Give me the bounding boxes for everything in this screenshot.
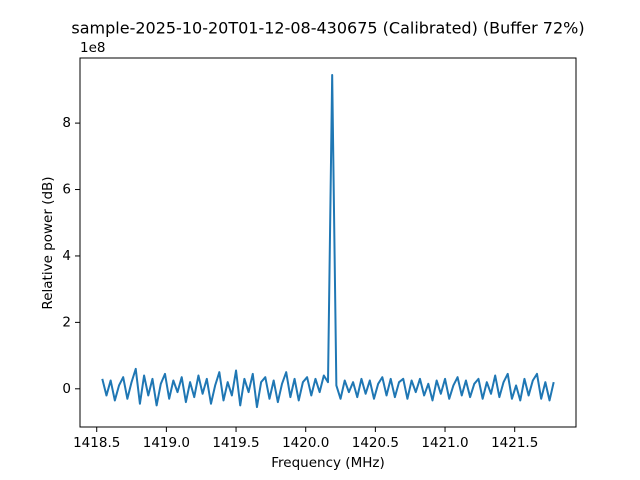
y-tick-label: 0 (62, 381, 71, 397)
y-tick-label: 8 (62, 115, 71, 131)
x-tick-label: 1418.5 (73, 435, 120, 451)
x-tick-label: 1419.0 (143, 435, 190, 451)
x-tick-label: 1420.5 (352, 435, 399, 451)
y-tick-label: 2 (62, 314, 71, 330)
x-axis-label: Frequency (MHz) (271, 455, 384, 471)
y-tick-label: 6 (62, 182, 71, 198)
y-axis-label: Relative power (dB) (40, 176, 56, 309)
chart-title: sample-2025-10-20T01-12-08-430675 (Calib… (71, 19, 584, 38)
x-tick-label: 1419.5 (212, 435, 259, 451)
x-tick-label: 1420.0 (282, 435, 329, 451)
x-tick-label: 1421.5 (491, 435, 538, 451)
plot-frame (79, 57, 577, 428)
x-tick-label: 1421.0 (421, 435, 468, 451)
data-line (101, 73, 555, 409)
y-tick-label: 4 (62, 248, 71, 264)
y-offset-label: 1e8 (80, 40, 105, 56)
